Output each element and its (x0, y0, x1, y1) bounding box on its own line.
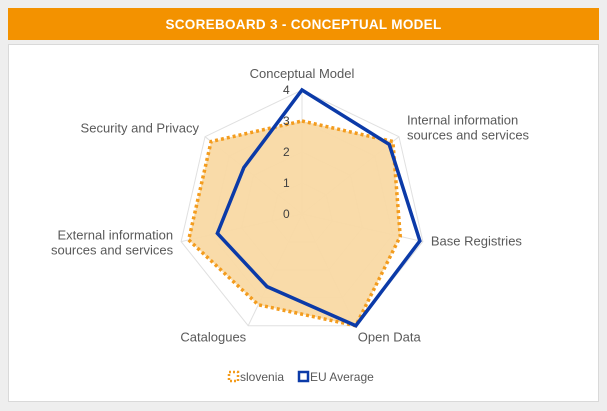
series-eu-average-line (215, 87, 422, 328)
axis-label-4: Catalogues (180, 330, 246, 345)
axis-label-3: Open Data (358, 330, 422, 345)
tick-label-0: 0 (283, 207, 290, 221)
legend-swatch-eu-average (297, 370, 310, 383)
legend-label-slovenia: slovenia (240, 370, 284, 384)
scoreboard-title: SCOREBOARD 3 - CONCEPTUAL MODEL (8, 8, 599, 40)
tick-label-3: 3 (283, 114, 290, 128)
tick-label-1: 1 (283, 176, 290, 190)
axis-label-6: Security and Privacy (81, 121, 200, 136)
legend-label-eu-average: EU Average (310, 370, 374, 384)
axis-label-0: Conceptual Model (250, 66, 355, 81)
axis-label-2: Base Registries (431, 234, 523, 249)
legend-swatch-slovenia (227, 370, 240, 383)
tick-label-2: 2 (283, 145, 290, 159)
axis-label-5: External information sources and services (51, 228, 174, 258)
tick-label-4: 4 (283, 83, 290, 97)
axis-label-1: Internal information sources and services (407, 113, 530, 143)
grid-ring-4 (180, 89, 424, 327)
